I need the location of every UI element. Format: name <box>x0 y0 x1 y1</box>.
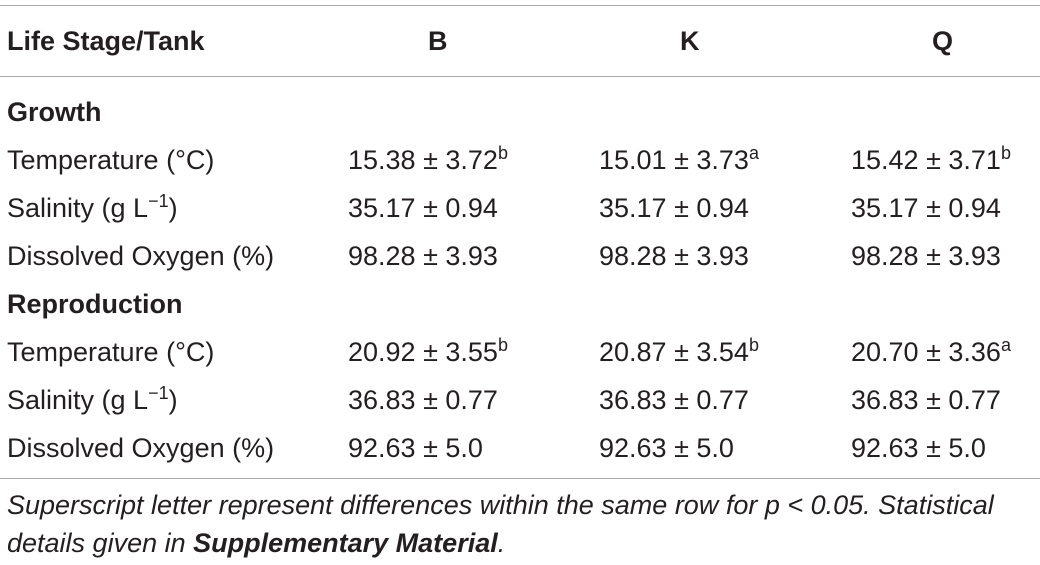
header-row: Life Stage/Tank B K Q <box>0 17 1040 65</box>
value-cell: 98.28 ± 3.93 <box>599 241 749 271</box>
significance-superscript: b <box>748 335 759 355</box>
section-row: Growth <box>0 88 1040 136</box>
value-cell: 98.28 ± 3.93 <box>851 241 1001 271</box>
table-row: Salinity (g L−1) 36.83 ± 0.77 36.83 ± 0.77… <box>0 376 1040 424</box>
value-cell: 15.01 ± 3.73a <box>599 143 759 175</box>
value-cell: 92.63 ± 5.0 <box>851 433 986 463</box>
value-cell: 20.87 ± 3.54b <box>599 335 759 367</box>
significance-superscript: b <box>497 335 508 355</box>
section-title: Reproduction <box>7 289 183 319</box>
footnote-text: Superscript letter represent differences… <box>7 490 994 558</box>
top-rule <box>0 5 1040 6</box>
significance-superscript: b <box>1000 143 1011 163</box>
row-label: Salinity (g L−1) <box>7 191 178 223</box>
section-row: Reproduction <box>0 280 1040 328</box>
value-cell: 36.83 ± 0.77 <box>599 385 749 415</box>
value-cell: 36.83 ± 0.77 <box>851 385 1001 415</box>
value-cell: 15.38 ± 3.72b <box>348 143 508 175</box>
value-cell: 35.17 ± 0.94 <box>348 193 498 223</box>
significance-superscript: b <box>497 143 508 163</box>
row-label: Dissolved Oxygen (%) <box>7 433 275 463</box>
header-life-stage: Life Stage/Tank <box>7 26 205 56</box>
value-cell: 92.63 ± 5.0 <box>599 433 734 463</box>
table-row: Temperature (°C) 20.92 ± 3.55b 20.87 ± 3.5… <box>0 328 1040 376</box>
value-cell: 20.70 ± 3.36a <box>851 335 1011 367</box>
table-footnote: Superscript letter represent differences… <box>7 486 1037 562</box>
row-label: Salinity (g L−1) <box>7 383 178 415</box>
row-label: Temperature (°C) <box>7 145 215 175</box>
row-label: Dissolved Oxygen (%) <box>7 241 275 271</box>
header-rule <box>0 76 1040 77</box>
header-tank-b: B <box>428 26 448 56</box>
table-row: Dissolved Oxygen (%) 98.28 ± 3.93 98.28 ± … <box>0 232 1040 280</box>
footnote-link-supplementary[interactable]: Supplementary Material <box>193 528 498 558</box>
significance-superscript: a <box>1000 335 1011 355</box>
row-label: Temperature (°C) <box>7 337 215 367</box>
table-row: Temperature (°C) 15.38 ± 3.72b 15.01 ± 3.7… <box>0 136 1040 184</box>
significance-superscript: a <box>748 143 759 163</box>
table-row: Dissolved Oxygen (%) 92.63 ± 5.0 92.63 ± 5… <box>0 424 1040 472</box>
value-cell: 36.83 ± 0.77 <box>348 385 498 415</box>
value-cell: 98.28 ± 3.93 <box>348 241 498 271</box>
bottom-rule <box>0 478 1040 479</box>
value-cell: 20.92 ± 3.55b <box>348 335 508 367</box>
footnote-tail: . <box>497 528 506 558</box>
table-row: Salinity (g L−1) 35.17 ± 0.94 35.17 ± 0.94… <box>0 184 1040 232</box>
value-cell: 35.17 ± 0.94 <box>851 193 1001 223</box>
value-cell: 92.63 ± 5.0 <box>348 433 483 463</box>
value-cell: 35.17 ± 0.94 <box>599 193 749 223</box>
value-cell: 15.42 ± 3.71b <box>851 143 1011 175</box>
header-tank-q: Q <box>932 26 954 56</box>
header-tank-k: K <box>680 26 700 56</box>
section-title: Growth <box>7 97 102 127</box>
